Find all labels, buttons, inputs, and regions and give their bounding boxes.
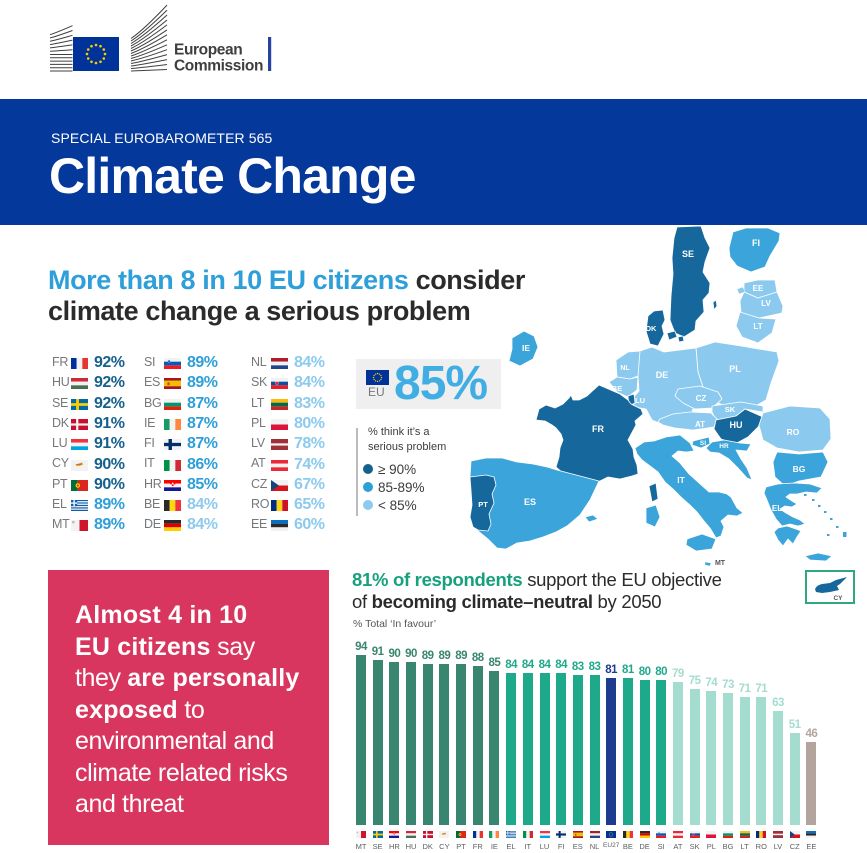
- svg-text:SE: SE: [682, 249, 694, 259]
- svg-text:DK: DK: [646, 324, 657, 333]
- svg-text:CZ: CZ: [696, 394, 707, 403]
- svg-text:LT: LT: [753, 322, 762, 331]
- svg-text:MT: MT: [715, 560, 726, 567]
- svg-text:DE: DE: [656, 370, 669, 380]
- svg-text:RO: RO: [787, 427, 800, 437]
- svg-text:IT: IT: [677, 475, 685, 485]
- svg-text:CY: CY: [833, 595, 843, 602]
- svg-text:Commission: Commission: [174, 58, 263, 75]
- svg-text:BE: BE: [612, 384, 622, 393]
- svg-text:European: European: [174, 42, 242, 59]
- svg-text:LV: LV: [761, 299, 771, 308]
- svg-text:PL: PL: [729, 364, 741, 374]
- svg-text:AT: AT: [695, 420, 705, 429]
- svg-text:EE: EE: [753, 284, 764, 293]
- svg-text:ES: ES: [524, 497, 536, 507]
- svg-text:SK: SK: [725, 405, 736, 414]
- svg-text:IE: IE: [522, 343, 530, 353]
- svg-text:FR: FR: [592, 424, 604, 434]
- svg-text:BG: BG: [793, 464, 806, 474]
- svg-text:HR: HR: [719, 443, 729, 450]
- svg-text:LU: LU: [635, 396, 645, 405]
- svg-text:HU: HU: [730, 420, 743, 430]
- svg-text:EL: EL: [772, 504, 782, 513]
- svg-text:SI: SI: [700, 440, 706, 447]
- svg-text:NL: NL: [620, 365, 630, 372]
- svg-text:FI: FI: [752, 238, 760, 248]
- svg-text:PT: PT: [478, 500, 488, 509]
